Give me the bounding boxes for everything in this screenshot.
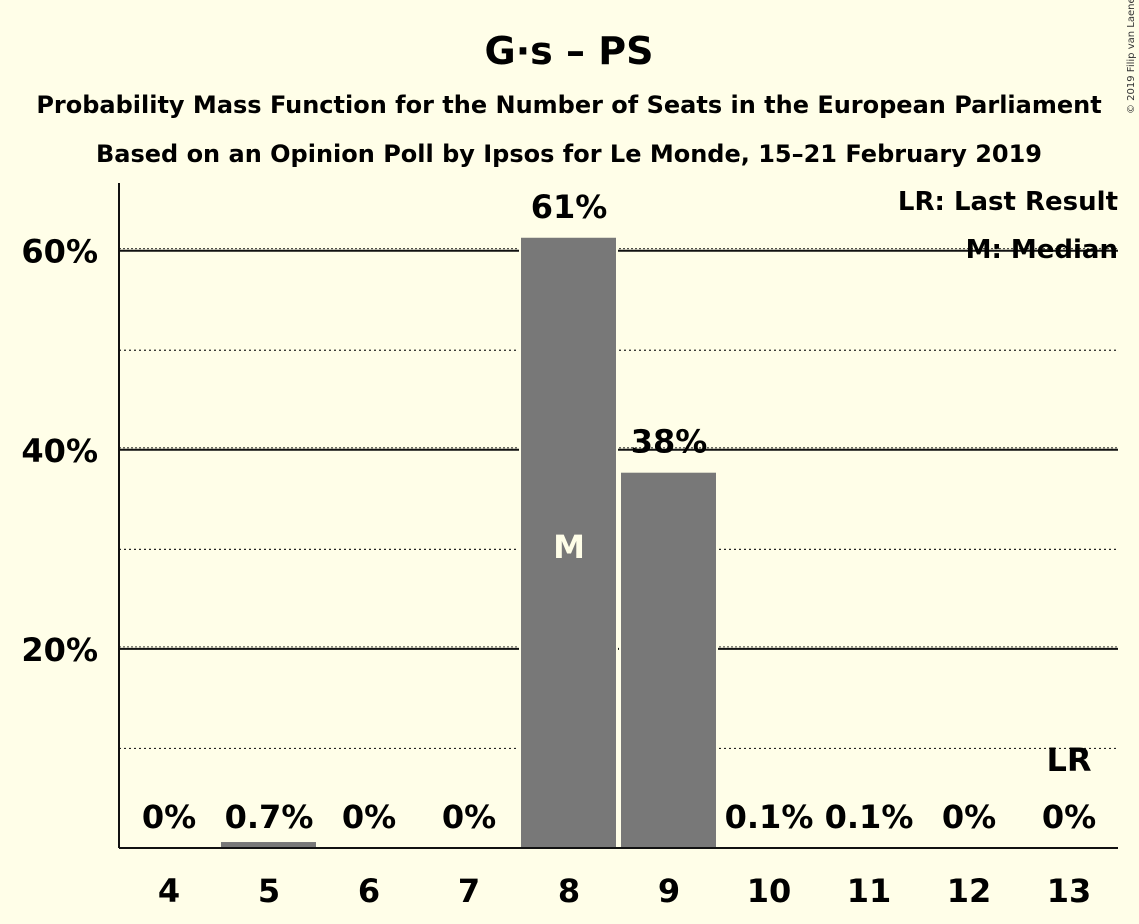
y-tick-label: 40% [21,432,98,470]
chart-subtitle-poll: Based on an Opinion Poll by Ipsos for Le… [96,140,1042,168]
chart-subtitle: Probability Mass Function for the Number… [36,91,1101,119]
median-marker: M [553,528,585,566]
value-label-13: 0% [1042,798,1096,836]
value-label-12: 0% [942,798,996,836]
bars [219,235,918,850]
bar-5 [219,840,318,849]
x-tick-label-12: 12 [947,872,992,910]
x-tick-label-7: 7 [458,872,480,910]
chart-title: G·s – PS [485,29,654,73]
bar-8 [519,235,618,849]
x-tick-label-13: 13 [1047,872,1092,910]
axes [118,183,1118,849]
value-label-10: 0.1% [725,798,814,836]
x-tick-label-6: 6 [358,872,380,910]
bar-9 [619,470,718,849]
x-tick-label-9: 9 [658,872,680,910]
x-tick-label-5: 5 [258,872,280,910]
legend-median: M: Median [966,235,1118,265]
x-tick-label-4: 4 [158,872,180,910]
value-label-5: 0.7% [225,798,314,836]
x-tick-label-11: 11 [847,872,892,910]
copyright-notice: © 2019 Filip van Laenen [1126,0,1137,114]
gridlines [119,248,1118,750]
value-label-7: 0% [442,798,496,836]
labels: 20%40%60%0%40.7%50%60%761%8M38%90.1%100.… [21,188,1096,910]
y-tick-label: 60% [21,233,98,271]
value-label-4: 0% [142,798,196,836]
value-label-8: 61% [531,188,608,226]
x-tick-label-8: 8 [558,872,580,910]
x-tick-label-10: 10 [747,872,792,910]
value-label-6: 0% [342,798,396,836]
last-result-marker: LR [1046,741,1091,779]
y-tick-label: 20% [21,631,98,669]
legend-last-result: LR: Last Result [898,187,1118,217]
value-label-11: 0.1% [825,798,914,836]
value-label-9: 38% [631,423,708,461]
